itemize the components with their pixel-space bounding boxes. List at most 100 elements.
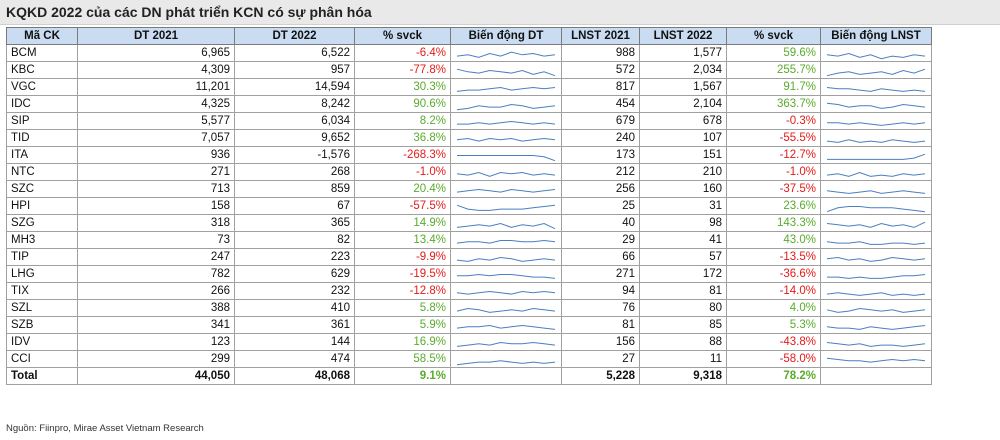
dt-sparkline	[450, 163, 562, 181]
dt-2022-cell: 361	[234, 316, 355, 334]
table-row: IDV 123 144 16.9% 156 88 -43.8%	[6, 333, 932, 351]
ln-sparkline	[820, 282, 932, 300]
table-row: SZB 341 361 5.9% 81 85 5.3%	[6, 316, 932, 334]
dt-change-cell: -1.0%	[354, 163, 451, 181]
ln-sparkline	[820, 231, 932, 249]
dt-sparkline	[450, 78, 562, 96]
table-row: CCI 299 474 58.5% 27 11 -58.0%	[6, 350, 932, 368]
total-ln-change-cell: 78.2%	[726, 367, 821, 385]
dt-sparkline	[450, 350, 562, 368]
dt-2022-cell: 474	[234, 350, 355, 368]
ln-sparkline	[820, 316, 932, 334]
dt-sparkline	[450, 146, 562, 164]
table-row: SZC 713 859 20.4% 256 160 -37.5%	[6, 180, 932, 198]
ln-sparkline	[820, 146, 932, 164]
dt-2021-cell: 299	[77, 350, 235, 368]
table-row: TID 7,057 9,652 36.8% 240 107 -55.5%	[6, 129, 932, 147]
dt-sparkline	[450, 282, 562, 300]
lnst-2022-cell: 210	[639, 163, 727, 181]
dt-2022-cell: 629	[234, 265, 355, 283]
ticker-cell: BCM	[6, 44, 78, 62]
table-body: BCM 6,965 6,522 -6.4% 988 1,577 59.6% KBC 4,309 9…	[6, 44, 932, 385]
dt-sparkline	[450, 112, 562, 130]
total-dt-2022-cell: 48,068	[234, 367, 355, 385]
dt-2021-cell: 158	[77, 197, 235, 215]
lnst-2022-cell: 31	[639, 197, 727, 215]
dt-2021-cell: 7,057	[77, 129, 235, 147]
ln-change-cell: 5.3%	[726, 316, 821, 334]
ln-sparkline	[820, 180, 932, 198]
dt-2022-cell: 9,652	[234, 129, 355, 147]
lnst-2022-cell: 88	[639, 333, 727, 351]
dt-change-cell: 5.8%	[354, 299, 451, 317]
ln-change-cell: -1.0%	[726, 163, 821, 181]
ticker-cell: TIX	[6, 282, 78, 300]
ticker-cell: SZL	[6, 299, 78, 317]
ln-change-cell: 363.7%	[726, 95, 821, 113]
total-lnst-2022-cell: 9,318	[639, 367, 727, 385]
dt-sparkline	[450, 129, 562, 147]
header-dt-sparkline: Biến động DT	[450, 27, 562, 45]
lnst-2021-cell: 271	[561, 265, 640, 283]
lnst-2022-cell: 1,577	[639, 44, 727, 62]
dt-sparkline	[450, 61, 562, 79]
ln-sparkline	[820, 95, 932, 113]
dt-2021-cell: 247	[77, 248, 235, 266]
header-dt-change: % svck	[354, 27, 451, 45]
source-note: Nguồn: Fiinpro, Mirae Asset Vietnam Rese…	[6, 423, 204, 434]
lnst-2021-cell: 94	[561, 282, 640, 300]
table-row: HPI 158 67 -57.5% 25 31 23.6%	[6, 197, 932, 215]
ln-change-cell: 4.0%	[726, 299, 821, 317]
ticker-cell: IDC	[6, 95, 78, 113]
lnst-2021-cell: 156	[561, 333, 640, 351]
table-row: VGC 11,201 14,594 30.3% 817 1,567 91.7%	[6, 78, 932, 96]
lnst-2022-cell: 81	[639, 282, 727, 300]
table-row: BCM 6,965 6,522 -6.4% 988 1,577 59.6%	[6, 44, 932, 62]
dt-sparkline	[450, 333, 562, 351]
lnst-2021-cell: 173	[561, 146, 640, 164]
ln-change-cell: 59.6%	[726, 44, 821, 62]
ln-sparkline	[820, 78, 932, 96]
ticker-cell: ITA	[6, 146, 78, 164]
lnst-2021-cell: 29	[561, 231, 640, 249]
lnst-2021-cell: 66	[561, 248, 640, 266]
total-dt-change-cell: 9.1%	[354, 367, 451, 385]
ln-sparkline	[820, 61, 932, 79]
dt-change-cell: 14.9%	[354, 214, 451, 232]
dt-sparkline	[450, 265, 562, 283]
dt-change-cell: 8.2%	[354, 112, 451, 130]
dt-sparkline	[450, 180, 562, 198]
total-lnst-2021-cell: 5,228	[561, 367, 640, 385]
header-dt-2021: DT 2021	[77, 27, 235, 45]
dt-2022-cell: 82	[234, 231, 355, 249]
lnst-2021-cell: 572	[561, 61, 640, 79]
lnst-2022-cell: 2,104	[639, 95, 727, 113]
lnst-2021-cell: 76	[561, 299, 640, 317]
dt-change-cell: 30.3%	[354, 78, 451, 96]
dt-2021-cell: 713	[77, 180, 235, 198]
total-dt-2021-cell: 44,050	[77, 367, 235, 385]
lnst-2022-cell: 85	[639, 316, 727, 334]
ln-sparkline	[820, 333, 932, 351]
dt-2022-cell: 859	[234, 180, 355, 198]
total-ticker-cell: Total	[6, 367, 78, 385]
page-title: KQKD 2022 của các DN phát triển KCN có s…	[6, 4, 372, 20]
ln-sparkline	[820, 248, 932, 266]
ln-sparkline	[820, 299, 932, 317]
lnst-2021-cell: 240	[561, 129, 640, 147]
lnst-2021-cell: 454	[561, 95, 640, 113]
dt-2022-cell: 268	[234, 163, 355, 181]
dt-2022-cell: 223	[234, 248, 355, 266]
table-row: TIX 266 232 -12.8% 94 81 -14.0%	[6, 282, 932, 300]
dt-2022-cell: 6,034	[234, 112, 355, 130]
dt-sparkline	[450, 95, 562, 113]
dt-change-cell: -6.4%	[354, 44, 451, 62]
lnst-2022-cell: 80	[639, 299, 727, 317]
ln-sparkline	[820, 265, 932, 283]
dt-2022-cell: 957	[234, 61, 355, 79]
dt-change-cell: 90.6%	[354, 95, 451, 113]
ln-sparkline	[820, 112, 932, 130]
ln-sparkline	[820, 197, 932, 215]
table-row: ITA 936 -1,576 -268.3% 173 151 -12.7%	[6, 146, 932, 164]
ln-change-cell: 143.3%	[726, 214, 821, 232]
